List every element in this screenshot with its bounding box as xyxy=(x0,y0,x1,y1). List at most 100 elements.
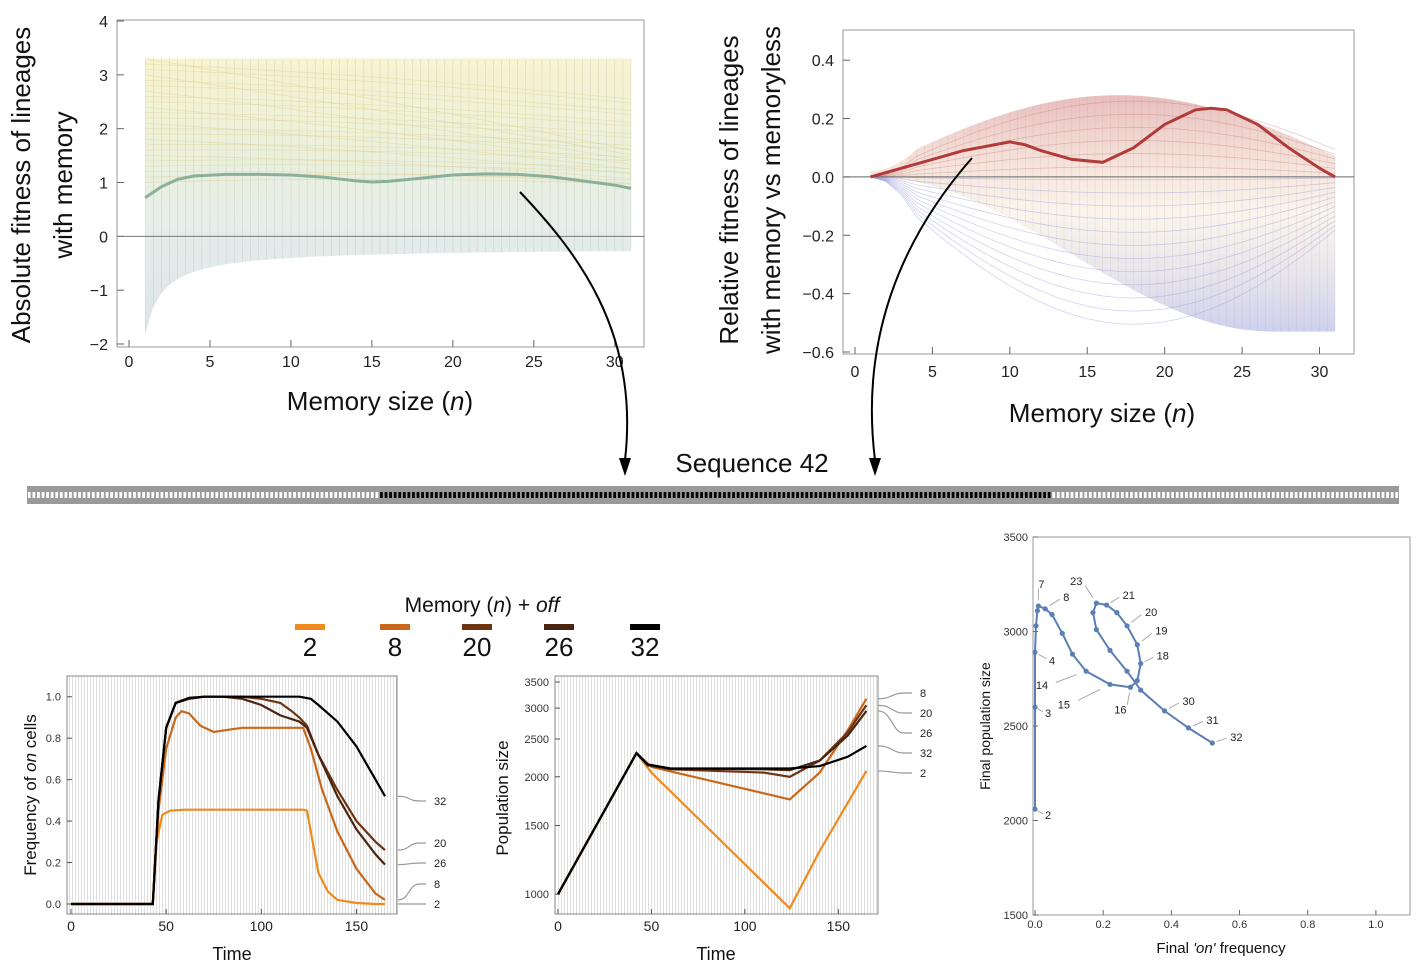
sequence-on-cell xyxy=(659,492,662,498)
sequence-off-cell xyxy=(1326,492,1330,498)
arrow-right-head xyxy=(869,458,881,476)
sequence-on-cell xyxy=(873,492,877,498)
axes: 0 50 100 150 0.0 0.2 0.4 0.6 0.8 1.0 xyxy=(46,692,369,934)
sequence-on-cell xyxy=(1034,492,1037,498)
fan-line xyxy=(145,159,632,169)
sequence-off-cell xyxy=(1148,492,1152,498)
point-leader xyxy=(1037,708,1044,713)
sequence-off-cell xyxy=(297,492,301,498)
sequence-off-cell xyxy=(197,492,200,498)
sequence-on-cell xyxy=(631,492,635,498)
sequence-off-cell xyxy=(64,492,68,498)
series-layer xyxy=(71,695,386,906)
x-tick-label: 30 xyxy=(1311,364,1329,381)
sequence-on-cell xyxy=(453,492,456,498)
sequence-on-cell xyxy=(887,492,891,498)
sequence-on-cell xyxy=(402,492,406,498)
fan-line xyxy=(870,176,1336,325)
sequence-on-cell xyxy=(535,492,539,498)
sequence-on-cell xyxy=(782,492,786,498)
series-line-32 xyxy=(71,695,386,906)
fan-line xyxy=(145,122,632,170)
sequence-off-cell xyxy=(1345,492,1348,498)
point-leader xyxy=(1077,688,1101,701)
sequence-on-cell xyxy=(819,492,822,498)
sequence-off-cell xyxy=(37,492,40,498)
sequence-off-cell xyxy=(1221,492,1225,498)
sequence-on-cell xyxy=(718,492,722,498)
x-axis-label: Final 'on' frequency xyxy=(1156,940,1286,957)
frequency-on-chart: 0 50 100 150 0.0 0.2 0.4 0.6 0.8 1.0 32 20 26 8 2 Fre… xyxy=(21,675,446,964)
fan-line xyxy=(145,85,632,115)
sequence-on-cell xyxy=(965,492,969,498)
sequence-on-cell xyxy=(942,492,946,498)
end-label-8: 8 xyxy=(920,688,926,700)
fan-line xyxy=(145,164,632,173)
sequence-on-cell xyxy=(709,492,713,498)
data-point xyxy=(1209,740,1215,746)
sequence-off-cell xyxy=(32,492,36,498)
x-tick-label: 0.0 xyxy=(1027,919,1042,931)
sequence-on-cell xyxy=(864,492,868,498)
data-point xyxy=(1107,681,1113,688)
y-axis-label-line1: Absolute fitness of lineages xyxy=(6,27,36,344)
sequence-on-cell xyxy=(444,492,447,498)
y-tick-label: 2 xyxy=(99,122,108,139)
data-point xyxy=(1069,651,1076,657)
sequence-off-cell xyxy=(146,492,150,498)
sequence-off-cell xyxy=(87,492,91,498)
sequence-on-cell xyxy=(608,492,612,498)
sequence-on-cell xyxy=(988,492,992,498)
sequence-off-cell xyxy=(311,492,315,498)
sequence-off-cell xyxy=(1390,492,1394,498)
data-point xyxy=(1124,668,1130,674)
sequence-off-cell xyxy=(1381,492,1385,498)
sequence-off-cell xyxy=(320,492,324,498)
x-tick-label: 20 xyxy=(1156,364,1174,381)
sequence-on-cell xyxy=(562,492,566,498)
sequence-off-cell xyxy=(1216,492,1220,498)
sequence-on-cell xyxy=(919,492,923,498)
sequence-on-cell xyxy=(636,492,639,498)
sequence-off-cell xyxy=(46,492,49,498)
sequence-off-cell xyxy=(338,492,342,498)
end-label-8: 8 xyxy=(434,879,440,891)
sequence-on-cell xyxy=(1015,492,1019,498)
sequence-off-cell xyxy=(302,492,306,498)
sequence-off-cell xyxy=(279,492,283,498)
sequence-on-cell xyxy=(590,492,594,498)
y-tick-label: 0.2 xyxy=(812,112,834,129)
x-tick-label: 0.4 xyxy=(1164,919,1179,931)
sequence-off-cell xyxy=(1372,492,1376,498)
end-label-26: 26 xyxy=(920,728,932,740)
sequence-off-cell xyxy=(1166,492,1170,498)
series-line-2 xyxy=(71,808,385,906)
sequence-on-cell xyxy=(613,492,617,498)
sequence-off-cell xyxy=(169,492,173,498)
sequence-off-cell xyxy=(1281,492,1284,498)
sequence-on-cell xyxy=(1024,492,1028,498)
x-tick-label: 10 xyxy=(282,354,300,371)
sequence-on-cell xyxy=(910,492,914,498)
sequence-off-cell xyxy=(1340,492,1344,498)
sequence-on-cell xyxy=(627,492,630,498)
sequence-off-cell xyxy=(1111,492,1115,498)
sequence-on-cell xyxy=(526,492,530,498)
sequence-on-cell xyxy=(851,492,854,498)
sequence-off-cell xyxy=(1377,492,1380,498)
sequence-on-cell xyxy=(521,492,525,498)
x-tick-label: 0.2 xyxy=(1096,919,1111,931)
sequence-on-cell xyxy=(700,492,703,498)
end-label-leader xyxy=(397,862,426,866)
point-label-4: 4 xyxy=(1049,655,1055,667)
y-tick-label: 1.0 xyxy=(46,692,61,704)
point-leader xyxy=(1144,656,1154,663)
sequence-off-cell xyxy=(1262,492,1266,498)
data-point xyxy=(1138,661,1144,667)
sequence-on-cell xyxy=(604,492,607,498)
sequence-off-cell xyxy=(110,492,113,498)
sequence-on-cell xyxy=(508,492,511,498)
y-tick-label: 0.0 xyxy=(812,170,834,187)
sequence-off-cell xyxy=(1322,492,1325,498)
